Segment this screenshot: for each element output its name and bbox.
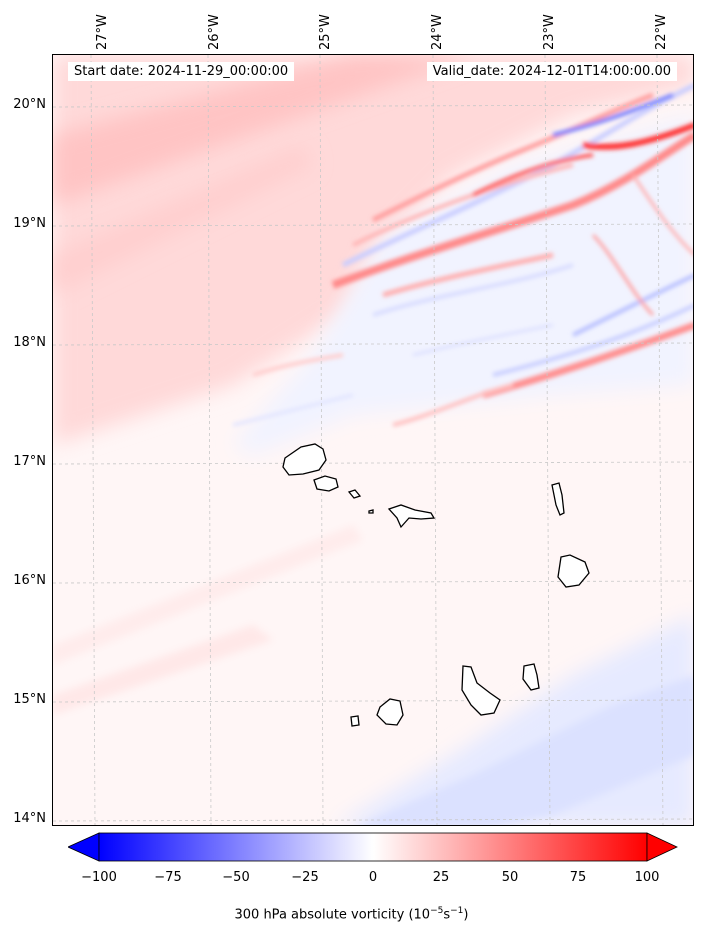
colorbar [68, 832, 678, 862]
lon-label-25w: 25°W [318, 14, 333, 50]
colorbar-tick: −100 [81, 870, 117, 885]
vorticity-map [52, 54, 694, 826]
positive-vorticity-band-nw-2 [53, 145, 313, 295]
colorbar-tick: 25 [432, 870, 450, 885]
colorbar-tick: 0 [368, 870, 378, 885]
lat-label-19n: 19°N [13, 216, 46, 231]
coastlines [282, 443, 590, 727]
lat-label-15n: 15°N [13, 692, 46, 707]
colorbar-gradient [98, 832, 648, 862]
colorbar-tick: −50 [222, 870, 250, 885]
colorbar-extend-high [646, 832, 678, 862]
colorbar-label: 300 hPa absolute vorticity (10−5s−1) [234, 906, 469, 923]
colorbar-extend-low [68, 832, 100, 862]
start-date-label: Start date: 2024-11-29_00:00:00 [68, 62, 295, 81]
island-sao-nicolau [387, 504, 436, 529]
lon-label-27w: 27°W [95, 14, 110, 50]
graticule [53, 55, 693, 825]
island-brava [350, 715, 360, 727]
island-razo [368, 509, 374, 514]
island-sal [551, 482, 565, 516]
island-sao-vicente [313, 475, 339, 492]
negative-vorticity-band-south-core [357, 675, 693, 825]
positive-vorticity-band-nw-1 [53, 55, 473, 205]
lat-label-17n: 17°N [13, 454, 46, 469]
valid-date-label: Valid_date: 2024-12-01T14:00:00.00 [426, 62, 677, 81]
weak-positive-streak-sw-1 [53, 625, 273, 715]
lon-label-22w: 22°W [654, 14, 669, 50]
weak-positive-streak-sw-2 [53, 525, 363, 665]
island-santo-antao [282, 443, 327, 476]
lon-label-26w: 26°W [207, 14, 222, 50]
shear-line-filaments [232, 83, 693, 427]
island-maio [522, 663, 540, 691]
lat-label-18n: 18°N [13, 335, 46, 350]
island-santa-luzia [347, 489, 362, 499]
colorbar-tick: 100 [634, 870, 660, 885]
lon-label-23w: 23°W [542, 14, 557, 50]
colorbar-tick: −75 [154, 870, 182, 885]
colorbar-tick: 50 [501, 870, 519, 885]
lat-label-16n: 16°N [13, 573, 46, 588]
island-fogo [376, 698, 404, 726]
colorbar-tick: −25 [291, 870, 319, 885]
island-santiago [461, 665, 501, 716]
island-boa-vista [557, 554, 590, 588]
vorticity-field [53, 55, 693, 825]
colorbar-tick: 75 [569, 870, 587, 885]
lon-label-24w: 24°W [430, 14, 445, 50]
lat-label-20n: 20°N [13, 97, 46, 112]
lat-label-14n: 14°N [13, 811, 46, 826]
